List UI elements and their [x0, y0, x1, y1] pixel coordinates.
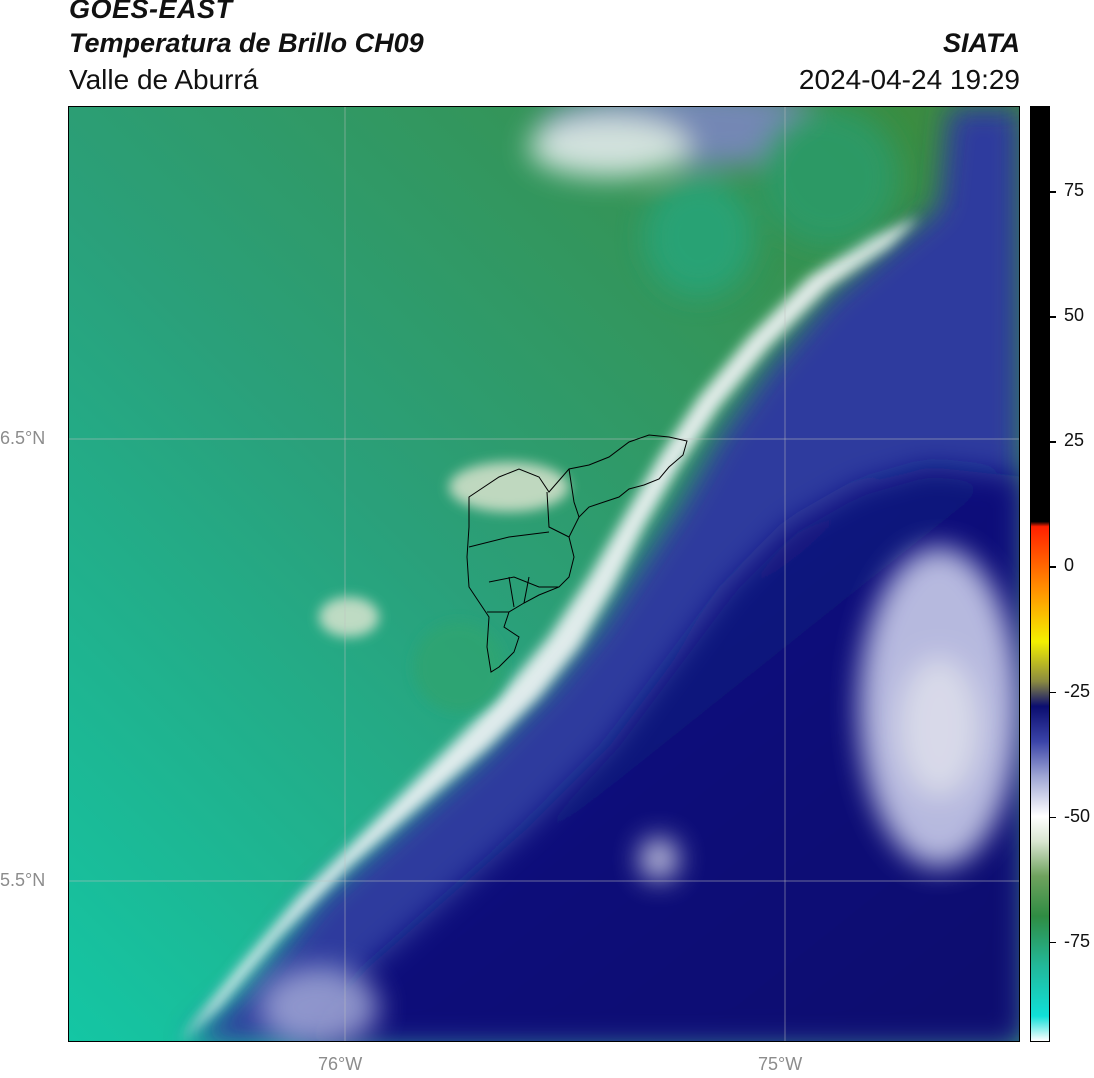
brightness-temperature-map[interactable] — [68, 106, 1020, 1042]
small-cell — [641, 839, 677, 879]
colorbar-tick-label: -50 — [1064, 805, 1091, 826]
colorbar-tick-label: 75 — [1064, 180, 1085, 201]
title-satellite: GOES-EAST — [69, 0, 233, 24]
deep-cold-core — [300, 467, 1019, 1041]
colorbar-tick — [1050, 691, 1056, 694]
colorbar-tick — [1050, 816, 1056, 819]
lon-label-75: 75°W — [758, 1054, 803, 1074]
colorbar-tick — [1050, 316, 1056, 318]
valley-green-patch — [414, 622, 504, 712]
lower-light-patch — [259, 967, 379, 1041]
east-white-core — [899, 657, 979, 797]
valley-light-patch-2 — [449, 462, 569, 512]
title-product: Temperatura de Brillo CH09 — [69, 28, 424, 58]
cloud-edge-band — [180, 217, 919, 1041]
colorbar-tick — [1050, 941, 1056, 944]
map-canvas — [69, 107, 1019, 1041]
north-green-blob — [759, 107, 899, 247]
subtitle-region: Valle de Aburrá — [69, 64, 259, 95]
colorbar-tick-label: -75 — [1064, 930, 1091, 951]
municipal-boundaries — [466, 434, 688, 673]
brand-label: SIATA — [943, 28, 1020, 58]
lat-label-5-5: 5.5°N — [0, 870, 46, 890]
colorbar-tick-label: 25 — [1064, 430, 1085, 451]
north-green-blob-2 — [644, 177, 754, 297]
valley-light-patch — [319, 597, 379, 637]
colorbar-tick-label: -25 — [1064, 680, 1091, 701]
colorbar-tick — [1050, 441, 1056, 443]
lat-label-6-5: 6.5°N — [0, 428, 46, 448]
lon-label-76: 76°W — [318, 1054, 363, 1074]
colorbar-tick-label: 0 — [1064, 555, 1075, 576]
timestamp-label: 2024-04-24 19:29 — [798, 64, 1020, 95]
north-white-top — [529, 117, 689, 177]
colorbar-tick — [1050, 566, 1056, 568]
colorbar-tick-label: 50 — [1064, 305, 1085, 326]
colorbar-tick — [1050, 191, 1056, 193]
colorbar — [1030, 106, 1050, 1042]
